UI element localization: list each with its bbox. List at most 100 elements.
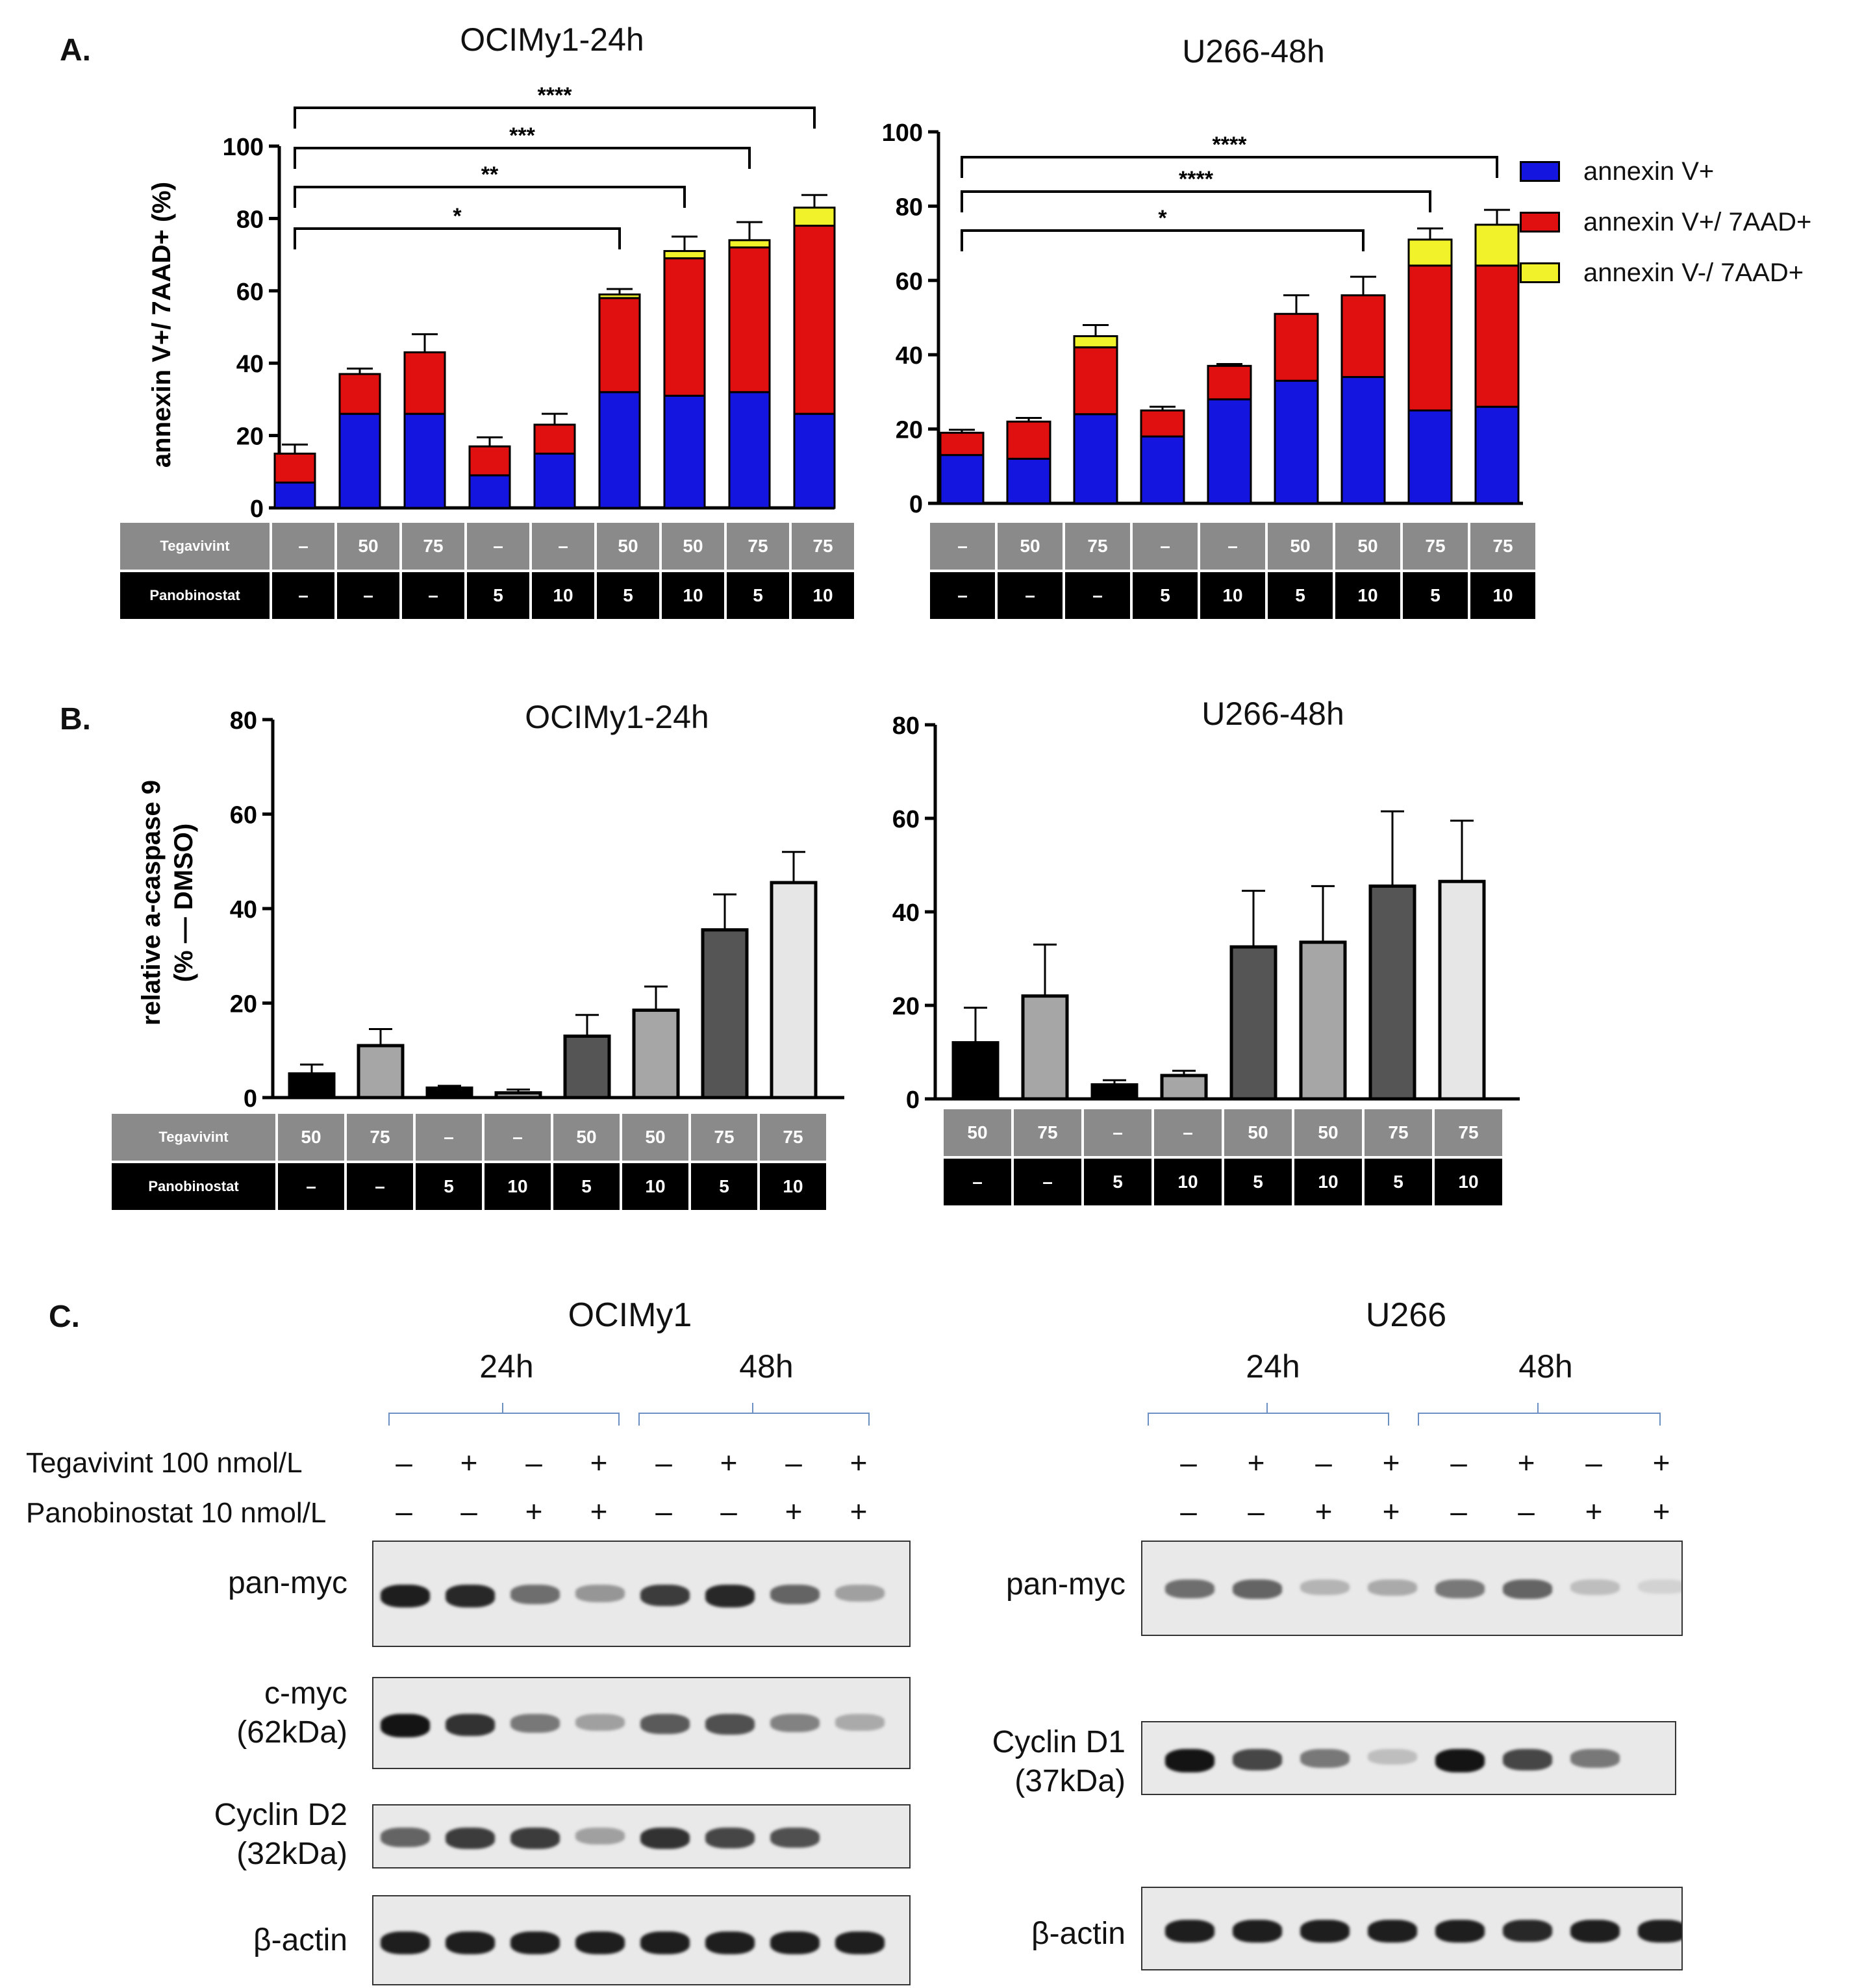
blot-label-kda: (32kDa) xyxy=(236,1837,347,1871)
panobinostat-cell: 10 xyxy=(1470,572,1535,619)
table-row-label: Tegavivint xyxy=(112,1114,275,1161)
blot-image xyxy=(1141,1887,1683,1970)
panobinostat-sign: – xyxy=(1518,1494,1535,1528)
blot-label: β-actin xyxy=(1031,1917,1126,1951)
panobinostat-sign: + xyxy=(1382,1494,1400,1528)
chartB1-bar xyxy=(770,881,818,1100)
chartA1-bar-annexin-V-7AAD- xyxy=(598,297,641,394)
chartB1-bar xyxy=(494,1091,542,1100)
blot-band xyxy=(446,1931,495,1954)
time-bracket-tick xyxy=(1537,1403,1539,1413)
blot-band xyxy=(1435,1919,1485,1943)
tegavivint-cell: 75 xyxy=(691,1114,757,1161)
chartA2-bar-annexin-V-7AAD- xyxy=(1073,335,1118,349)
blot-band xyxy=(446,1585,495,1607)
chartA2-bar-annexin-V-7AAD- xyxy=(1207,364,1252,401)
chartB2-y-tick-label: 60 xyxy=(892,806,920,833)
blot-band xyxy=(770,1931,820,1954)
time-bracket xyxy=(388,1413,620,1426)
panobinostat-cell: 5 xyxy=(1268,572,1333,619)
chartA1-bar-annexin-V-7AAD- xyxy=(728,239,771,249)
blot-band xyxy=(1435,1579,1485,1598)
time-bracket xyxy=(638,1413,870,1426)
chartA2-bar-annexin-V-7AAD- xyxy=(1474,264,1520,408)
chartB1-bar xyxy=(425,1086,473,1100)
chart-a1-y-label: annexin V+/ 7AAD+ (%) xyxy=(147,182,176,468)
legend-a: annexin V+ annexin V+/ 7AAD+ annexin V-/… xyxy=(1520,146,1811,298)
chartB1-y-tick-label: 20 xyxy=(230,991,257,1018)
chartA2-bar-annexin-V- xyxy=(1006,457,1051,505)
chartB2-bar xyxy=(1438,879,1486,1101)
blot-band xyxy=(835,1931,885,1954)
chartA1-bar-annexin-V- xyxy=(468,474,511,509)
chartA2-bar-annexin-V- xyxy=(1407,409,1453,505)
panobinostat-cell: – xyxy=(347,1163,413,1210)
chartA2-bar-annexin-V- xyxy=(1340,376,1386,505)
panobinostat-sign: – xyxy=(1248,1494,1264,1528)
chartA1-bar-annexin-V-7AAD- xyxy=(793,207,836,227)
chartA1-bar-annexin-V-7AAD- xyxy=(533,423,576,455)
chartA2-y-tick-label: 80 xyxy=(896,194,923,221)
legend-item: annexin V+ xyxy=(1520,146,1811,197)
chartA2-significance-label: **** xyxy=(1213,132,1248,157)
chartA2-significance-bracket xyxy=(961,229,1365,251)
tegavivint-cell: 75 xyxy=(1435,1109,1502,1156)
chartA1-y-tick-label: 80 xyxy=(236,206,264,233)
panobinostat-cell: 10 xyxy=(1200,572,1265,619)
blot-band xyxy=(381,1714,430,1737)
panobinostat-sign: – xyxy=(460,1494,477,1528)
chartB1-bar xyxy=(563,1034,611,1100)
tegavivint-cell: 50 xyxy=(1335,523,1400,570)
panobinostat-cell: 5 xyxy=(416,1163,482,1210)
tegavivint-sign: – xyxy=(655,1446,672,1479)
legend-swatch xyxy=(1520,161,1560,182)
panobinostat-row-label: Panobinostat 10 nmol/L xyxy=(26,1497,327,1529)
chartB2-bar xyxy=(1229,945,1277,1101)
tegavivint-cell: 50 xyxy=(1268,523,1333,570)
blot-label-kda: (62kDa) xyxy=(236,1715,347,1750)
blot-image xyxy=(372,1895,911,1985)
chartA1-significance-label: *** xyxy=(509,123,535,148)
legend-label: annexin V+/ 7AAD+ xyxy=(1583,207,1812,236)
blot-image xyxy=(1141,1541,1683,1636)
chartB2-y-tick-label: 0 xyxy=(906,1087,920,1114)
chartB2-bar xyxy=(1368,884,1416,1101)
chartB1-bar xyxy=(701,928,749,1100)
chartA2-bar-annexin-V- xyxy=(1207,398,1252,505)
panel-a-letter: A. xyxy=(60,33,91,68)
blot-band xyxy=(640,1585,690,1607)
time-bracket-tick xyxy=(502,1403,503,1413)
panobinostat-cell: – xyxy=(1065,572,1130,619)
chartA2-y-tick-label: 60 xyxy=(896,268,923,296)
panobinostat-sign: – xyxy=(655,1494,672,1528)
chartB2-bar xyxy=(1090,1083,1139,1101)
chartA1-bar-annexin-V-7AAD- xyxy=(273,452,316,484)
time-bracket xyxy=(1418,1413,1661,1426)
legend-label: annexin V-/ 7AAD+ xyxy=(1583,258,1804,287)
tegavivint-cell: 50 xyxy=(553,1114,620,1161)
time-label: 48h xyxy=(739,1348,794,1385)
blot-band xyxy=(575,1931,625,1954)
panobinostat-cell: 5 xyxy=(467,572,529,619)
tegavivint-sign: – xyxy=(1315,1446,1332,1479)
tegavivint-sign: + xyxy=(720,1446,738,1479)
tegavivint-row-label: Tegavivint 100 nmol/L xyxy=(26,1447,303,1479)
panobinostat-cell: 10 xyxy=(792,572,854,619)
chart-b2: 0 20 40 60 80 xyxy=(892,712,1520,1114)
time-bracket-tick xyxy=(1266,1403,1268,1413)
chartB1-bar xyxy=(632,1008,680,1100)
table-a2: –50 75– –50 50 75 75– – –5 10 5 10 5 10 xyxy=(930,523,1535,619)
blot-band xyxy=(1638,1919,1681,1943)
blot-image xyxy=(372,1804,911,1868)
blot-band xyxy=(1570,1749,1620,1768)
chartB2-bar xyxy=(1021,994,1069,1101)
chartA1-y-tick-label: 100 xyxy=(223,134,264,161)
blot-band xyxy=(770,1714,820,1733)
panobinostat-cell: – xyxy=(1014,1159,1081,1205)
panobinostat-sign: – xyxy=(1450,1494,1467,1528)
blot-band xyxy=(381,1585,430,1608)
chartA2-bar-annexin-V- xyxy=(1274,379,1319,505)
blot-band xyxy=(575,1714,625,1731)
blot-band xyxy=(1503,1919,1552,1943)
